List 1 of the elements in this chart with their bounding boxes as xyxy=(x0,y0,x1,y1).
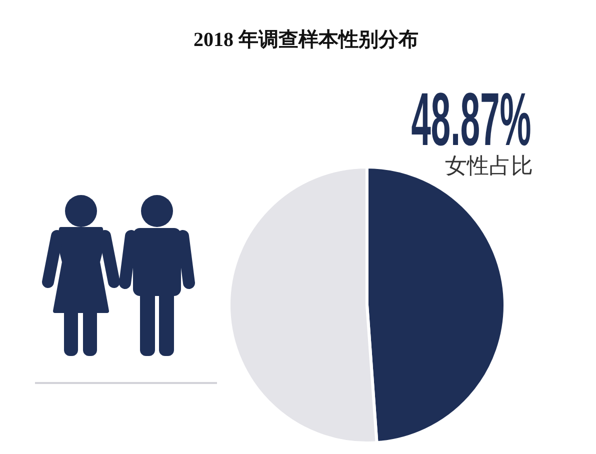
chart-title: 2018 年调查样本性别分布 xyxy=(194,29,418,51)
